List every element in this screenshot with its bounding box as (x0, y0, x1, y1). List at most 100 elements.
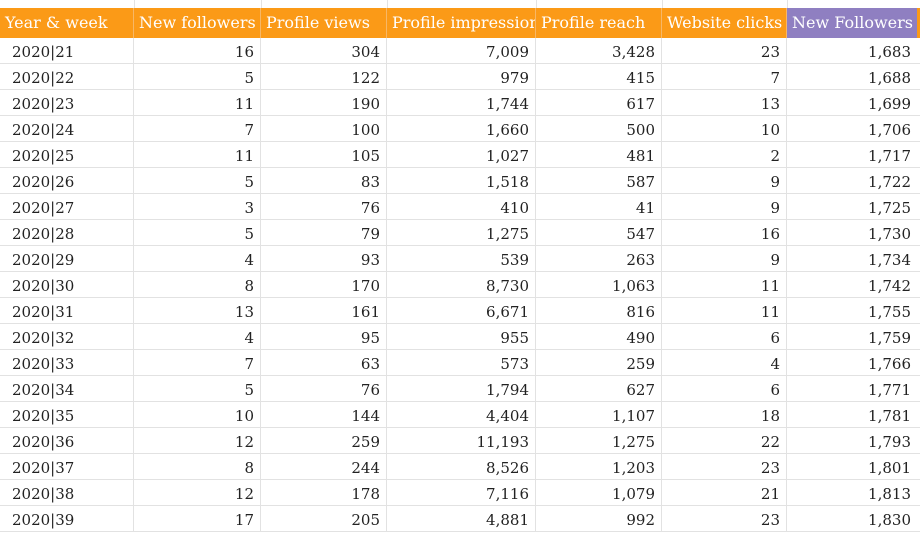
cell-new-followers[interactable]: 13 (134, 298, 261, 323)
cell-profile-reach[interactable]: 816 (536, 298, 662, 323)
cell-profile-views[interactable]: 190 (261, 90, 387, 115)
cell-new-followers[interactable]: 12 (134, 480, 261, 505)
cell-profile-impressions[interactable]: 539 (387, 246, 536, 271)
cell-new-followers-a[interactable]: 1,722 (868, 173, 911, 191)
cell-year-week[interactable]: 2020|23 (0, 90, 134, 115)
cell-year-week[interactable]: 2020|39 (0, 506, 134, 531)
cell-profile-views[interactable]: 93 (261, 246, 387, 271)
cell-year-week[interactable]: 2020|30 (0, 272, 134, 297)
cell-profile-reach[interactable]: 1,275 (536, 428, 662, 453)
cell-profile-views[interactable]: 205 (261, 506, 387, 531)
cell-profile-reach[interactable]: 41 (536, 194, 662, 219)
cell-profile-reach[interactable]: 627 (536, 376, 662, 401)
cell-website-clicks[interactable]: 4 (662, 350, 787, 375)
cell-profile-impressions[interactable]: 955 (387, 324, 536, 349)
cell-profile-impressions[interactable]: 1,518 (387, 168, 536, 193)
cell-website-clicks[interactable]: 23 (662, 454, 787, 479)
cell-year-week[interactable]: 2020|28 (0, 220, 134, 245)
cell-new-followers[interactable]: 5 (134, 64, 261, 89)
cell-profile-views[interactable]: 304 (261, 38, 387, 63)
cell-new-followers-a[interactable]: 1,759 (868, 329, 911, 347)
cell-profile-views[interactable]: 244 (261, 454, 387, 479)
cell-new-followers[interactable]: 11 (134, 90, 261, 115)
cell-year-week[interactable]: 2020|33 (0, 350, 134, 375)
cell-new-followers-a[interactable]: 1,706 (868, 121, 911, 139)
cell-new-followers[interactable]: 7 (134, 116, 261, 141)
cell-website-clicks[interactable]: 22 (662, 428, 787, 453)
cell-new-followers-a[interactable]: 1,717 (868, 147, 911, 165)
cell-new-followers-a[interactable]: 1,801 (868, 459, 911, 477)
cell-profile-reach[interactable]: 617 (536, 90, 662, 115)
cell-profile-views[interactable]: 79 (261, 220, 387, 245)
cell-year-week[interactable]: 2020|21 (0, 38, 134, 63)
cell-new-followers[interactable]: 3 (134, 194, 261, 219)
cell-new-followers[interactable]: 17 (134, 506, 261, 531)
cell-year-week[interactable]: 2020|34 (0, 376, 134, 401)
cell-profile-views[interactable]: 105 (261, 142, 387, 167)
cell-profile-reach[interactable]: 415 (536, 64, 662, 89)
cell-new-followers[interactable]: 16 (134, 38, 261, 63)
cell-profile-impressions[interactable]: 4,404 (387, 402, 536, 427)
cell-new-followers-a[interactable]: 1,771 (868, 381, 911, 399)
cell-profile-impressions[interactable]: 1,660 (387, 116, 536, 141)
cell-year-week[interactable]: 2020|25 (0, 142, 134, 167)
header-profile-views[interactable]: Profile views (261, 8, 387, 38)
cell-profile-reach[interactable]: 1,063 (536, 272, 662, 297)
cell-year-week[interactable]: 2020|24 (0, 116, 134, 141)
cell-new-followers-a[interactable]: 1,781 (868, 407, 911, 425)
cell-profile-views[interactable]: 95 (261, 324, 387, 349)
cell-new-followers[interactable]: 8 (134, 272, 261, 297)
cell-new-followers[interactable]: 5 (134, 168, 261, 193)
cell-website-clicks[interactable]: 11 (662, 298, 787, 323)
cell-profile-views[interactable]: 178 (261, 480, 387, 505)
cell-profile-views[interactable]: 76 (261, 194, 387, 219)
cell-profile-impressions[interactable]: 11,193 (387, 428, 536, 453)
cell-year-week[interactable]: 2020|29 (0, 246, 134, 271)
cell-profile-views[interactable]: 76 (261, 376, 387, 401)
cell-profile-views[interactable]: 100 (261, 116, 387, 141)
cell-website-clicks[interactable]: 11 (662, 272, 787, 297)
header-new-followers[interactable]: New followers (134, 8, 261, 38)
cell-profile-impressions[interactable]: 7,116 (387, 480, 536, 505)
cell-profile-impressions[interactable]: 410 (387, 194, 536, 219)
cell-website-clicks[interactable]: 7 (662, 64, 787, 89)
cell-profile-reach[interactable]: 263 (536, 246, 662, 271)
cell-profile-views[interactable]: 144 (261, 402, 387, 427)
cell-year-week[interactable]: 2020|27 (0, 194, 134, 219)
cell-website-clicks[interactable]: 23 (662, 38, 787, 63)
cell-new-followers[interactable]: 5 (134, 376, 261, 401)
cell-year-week[interactable]: 2020|35 (0, 402, 134, 427)
cell-profile-reach[interactable]: 481 (536, 142, 662, 167)
cell-profile-views[interactable]: 122 (261, 64, 387, 89)
cell-profile-reach[interactable]: 500 (536, 116, 662, 141)
cell-profile-impressions[interactable]: 7,009 (387, 38, 536, 63)
cell-new-followers[interactable]: 5 (134, 220, 261, 245)
cell-website-clicks[interactable]: 16 (662, 220, 787, 245)
cell-profile-impressions[interactable]: 1,794 (387, 376, 536, 401)
cell-profile-impressions[interactable]: 8,526 (387, 454, 536, 479)
cell-new-followers[interactable]: 11 (134, 142, 261, 167)
cell-year-week[interactable]: 2020|22 (0, 64, 134, 89)
cell-website-clicks[interactable]: 6 (662, 324, 787, 349)
cell-year-week[interactable]: 2020|26 (0, 168, 134, 193)
cell-profile-impressions[interactable]: 573 (387, 350, 536, 375)
cell-profile-reach[interactable]: 1,203 (536, 454, 662, 479)
cell-website-clicks[interactable]: 13 (662, 90, 787, 115)
cell-profile-reach[interactable]: 992 (536, 506, 662, 531)
cell-website-clicks[interactable]: 21 (662, 480, 787, 505)
cell-profile-reach[interactable]: 490 (536, 324, 662, 349)
cell-year-week[interactable]: 2020|31 (0, 298, 134, 323)
cell-profile-impressions[interactable]: 1,744 (387, 90, 536, 115)
cell-profile-impressions[interactable]: 1,027 (387, 142, 536, 167)
cell-profile-views[interactable]: 170 (261, 272, 387, 297)
cell-website-clicks[interactable]: 9 (662, 246, 787, 271)
cell-new-followers-a[interactable]: 1,766 (868, 355, 911, 373)
cell-profile-impressions[interactable]: 8,730 (387, 272, 536, 297)
cell-profile-impressions[interactable]: 979 (387, 64, 536, 89)
cell-profile-reach[interactable]: 3,428 (536, 38, 662, 63)
cell-profile-views[interactable]: 63 (261, 350, 387, 375)
cell-profile-views[interactable]: 83 (261, 168, 387, 193)
cell-new-followers-a[interactable]: 1,683 (868, 43, 911, 61)
header-profile-reach[interactable]: Profile reach (536, 8, 662, 38)
cell-profile-views[interactable]: 259 (261, 428, 387, 453)
